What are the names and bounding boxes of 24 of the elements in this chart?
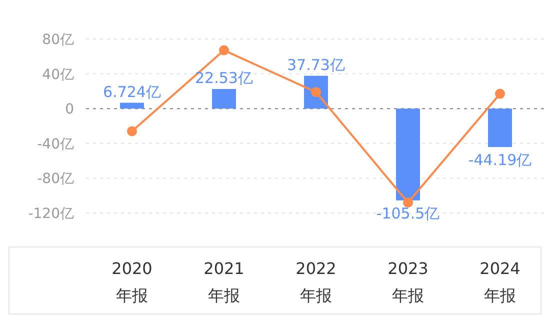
bar <box>488 108 512 148</box>
bar <box>120 102 144 109</box>
point <box>219 45 229 56</box>
x-tick-label: 2023 年报 <box>388 259 428 305</box>
y-tick-label: 40亿 <box>42 66 74 83</box>
data-label: -44.19亿 <box>468 151 532 170</box>
x-tick-label: 2020 年报 <box>112 259 152 305</box>
data-label: -105.5亿 <box>376 204 440 222</box>
y-tick-label: 80亿 <box>42 32 74 48</box>
y-tick-label: -40亿 <box>37 136 74 152</box>
bar <box>212 89 236 109</box>
point <box>495 88 505 99</box>
y-tick-label: -120亿 <box>28 206 74 222</box>
data-label: 37.73亿 <box>287 56 345 74</box>
bar <box>396 108 420 200</box>
data-label: 22.53亿 <box>195 69 253 87</box>
x-tick-label: 2024 年报 <box>480 259 520 305</box>
y-tick-label: 0 <box>65 102 74 118</box>
point <box>403 198 413 208</box>
y-tick-label: -80亿 <box>37 171 74 188</box>
x-tick-label: 2022 年报 <box>296 259 336 305</box>
x-tick-label: 2021 年报 <box>204 259 244 305</box>
point <box>127 126 137 136</box>
data-label: 6.724亿 <box>103 82 161 101</box>
